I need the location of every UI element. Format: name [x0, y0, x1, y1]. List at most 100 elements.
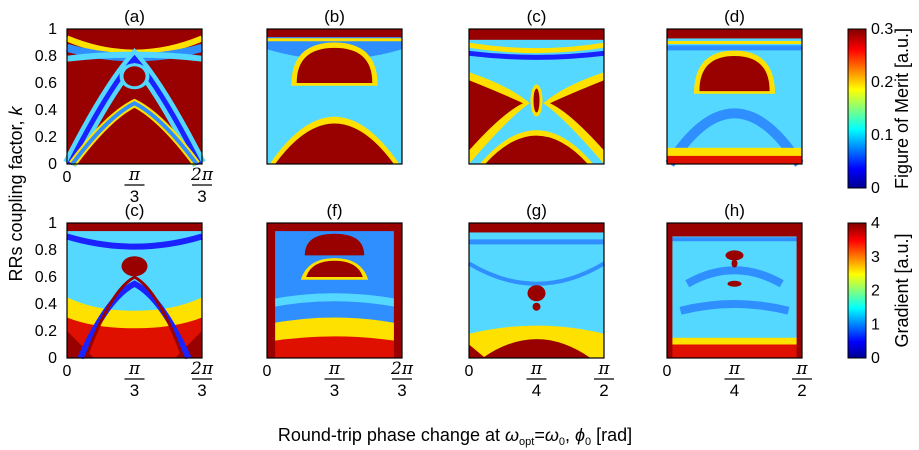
heatmap-panel: [468, 29, 605, 164]
x-tick-label: π3: [124, 165, 145, 206]
arch: [67, 54, 202, 166]
band: [679, 300, 790, 315]
y-axis-label: RRs coupling factor, k: [6, 105, 26, 281]
y-tick-label: 0.4: [35, 102, 57, 119]
heatmap-panel: [665, 29, 804, 167]
mound: [267, 336, 402, 358]
x-tick-numerator: π: [795, 359, 808, 379]
x-tick-label: 2π3: [190, 165, 214, 206]
band: [66, 233, 203, 250]
colorbar-label: Gradient [a.u.]: [892, 233, 912, 347]
arch: [77, 280, 192, 360]
colorbar-tick-label: 0.3: [871, 21, 893, 38]
band: [267, 223, 276, 358]
blob: [725, 250, 744, 261]
panel-title: (c): [125, 201, 145, 220]
heatmap-panel: [266, 223, 403, 358]
x-tick-label: π2: [792, 359, 812, 400]
wedge: [550, 80, 604, 151]
mound: [469, 344, 486, 358]
y-tick-label: 0: [48, 156, 57, 173]
x-tick-numerator: π: [597, 359, 610, 379]
heatmap-panel: [267, 29, 402, 164]
colorbar-tick-label: 0.1: [871, 127, 893, 144]
y-tick-label: 0: [48, 350, 57, 367]
band: [667, 344, 802, 358]
x-tick-label: 2π3: [190, 359, 214, 400]
band: [267, 29, 402, 35]
y-tick-label: 0.2: [35, 129, 57, 146]
x-tick-label: 0: [263, 363, 272, 380]
heatmap-panel: [63, 29, 206, 168]
panel-title: (a): [124, 7, 145, 26]
blob: [123, 66, 146, 87]
x-tick-denominator: 3: [397, 381, 406, 400]
heatmap-background: [667, 223, 802, 358]
band: [667, 155, 802, 164]
y-tick-label: 1: [48, 215, 57, 232]
panel-frame: [266, 222, 403, 359]
panel-frame: [666, 222, 803, 359]
panel-title: (d): [724, 7, 745, 26]
x-tick-denominator: 3: [130, 187, 139, 206]
x-tick-numerator: π: [728, 359, 741, 379]
x-tick-label: 0: [63, 169, 72, 186]
x-tick-denominator: 4: [730, 381, 739, 400]
arch: [70, 101, 199, 166]
panels-layer: [63, 28, 804, 360]
y-tick-label: 0.8: [35, 48, 57, 65]
panel-title: (b): [324, 7, 345, 26]
band: [67, 223, 202, 232]
x-tick-label: 0: [63, 363, 72, 380]
colorbar-tick-label: 3: [871, 249, 880, 266]
colorbar-tick-label: 4: [871, 215, 880, 232]
y-tick-label: 0.2: [35, 323, 57, 340]
arch: [665, 108, 804, 167]
x-tick-numerator: π: [128, 359, 141, 379]
colorbar: [847, 28, 867, 189]
x-tick-label: π3: [124, 359, 145, 400]
band: [685, 266, 784, 288]
colorbar-tick-label: 0.2: [871, 74, 893, 91]
arch: [84, 275, 185, 359]
x-tick-denominator: 3: [197, 187, 206, 206]
band: [469, 223, 604, 233]
panel-title: (f): [326, 201, 342, 220]
mound: [485, 135, 588, 164]
wedge: [469, 80, 523, 151]
x-axis-label: Round-trip phase change at ωopt=ω0, ϕ0 […: [278, 425, 632, 448]
band: [667, 29, 802, 39]
colorbar-label: Figure of Merit [a.u.]: [892, 28, 912, 189]
x-tick-denominator: 2: [599, 381, 608, 400]
band: [468, 42, 605, 54]
band: [796, 223, 802, 358]
x-tick-label: π3: [324, 359, 345, 400]
blob: [527, 285, 546, 302]
panel-frame: [666, 28, 803, 165]
x-tick-label: 2π3: [390, 359, 414, 400]
x-tick-numerator: π: [328, 359, 341, 379]
heatmap-panel: [66, 223, 203, 360]
panel-title: (c): [527, 7, 547, 26]
mound: [275, 123, 394, 164]
blob: [121, 256, 148, 277]
x-tick-denominator: 4: [532, 381, 541, 400]
panel-title: (h): [724, 201, 745, 220]
colorbar-tick-label: 2: [871, 283, 880, 300]
dome: [296, 47, 373, 83]
band: [468, 50, 605, 60]
x-tick-label: π2: [594, 359, 614, 400]
blob: [727, 280, 742, 287]
mound: [67, 317, 202, 358]
panel-frame: [266, 28, 403, 165]
panel-frame: [468, 28, 605, 165]
x-tick-label: 0: [663, 363, 672, 380]
x-tick-denominator: 3: [330, 381, 339, 400]
colorbar-tick-label: 0: [871, 350, 880, 367]
x-tick-numerator: π: [128, 165, 141, 185]
heatmap-panel: [667, 223, 802, 358]
y-tick-label: 0.6: [35, 75, 57, 92]
panel-frame: [468, 222, 605, 359]
band: [393, 223, 402, 358]
x-tick-label: 0: [465, 363, 474, 380]
